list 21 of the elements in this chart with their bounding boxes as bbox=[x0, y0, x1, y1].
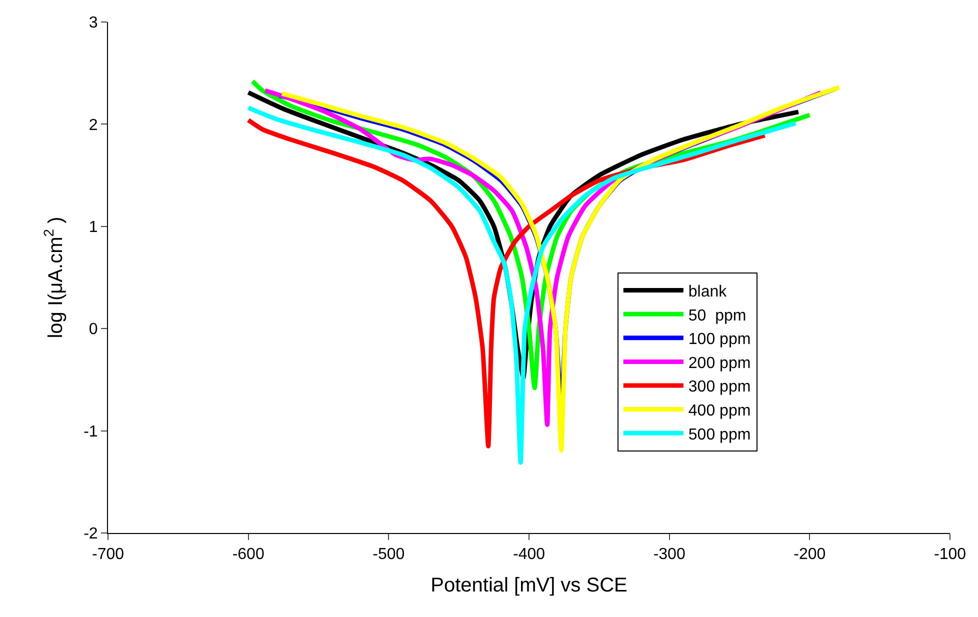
y-tick-label: 3 bbox=[88, 14, 98, 32]
x-axis-title: Potential [mV] vs SCE bbox=[430, 574, 628, 597]
x-tick-label: -600 bbox=[232, 546, 264, 564]
legend-label: 500 ppm bbox=[688, 426, 751, 444]
x-tick-label: -200 bbox=[794, 546, 826, 564]
x-tick-label: -300 bbox=[653, 546, 686, 564]
x-tick-label: -500 bbox=[372, 546, 405, 564]
legend-label: 100 ppm bbox=[688, 331, 751, 348]
x-tick-label: -400 bbox=[512, 546, 546, 564]
y-tick-label: -2 bbox=[84, 526, 98, 543]
x-tick-label: -100 bbox=[934, 546, 966, 564]
legend-label: blank bbox=[688, 284, 728, 301]
y-tick-label: 1 bbox=[88, 219, 98, 236]
x-tick-label: -700 bbox=[92, 546, 124, 564]
legend-label: 200 ppm bbox=[688, 354, 751, 372]
y-tick-label: -1 bbox=[84, 423, 98, 440]
legend-label: 300 ppm bbox=[688, 378, 751, 396]
legend-label: 400 ppm bbox=[688, 402, 751, 420]
legend-label: 50 ppm bbox=[688, 307, 746, 324]
y-tick-label: 0 bbox=[88, 321, 98, 338]
y-tick-label: 2 bbox=[88, 116, 98, 134]
